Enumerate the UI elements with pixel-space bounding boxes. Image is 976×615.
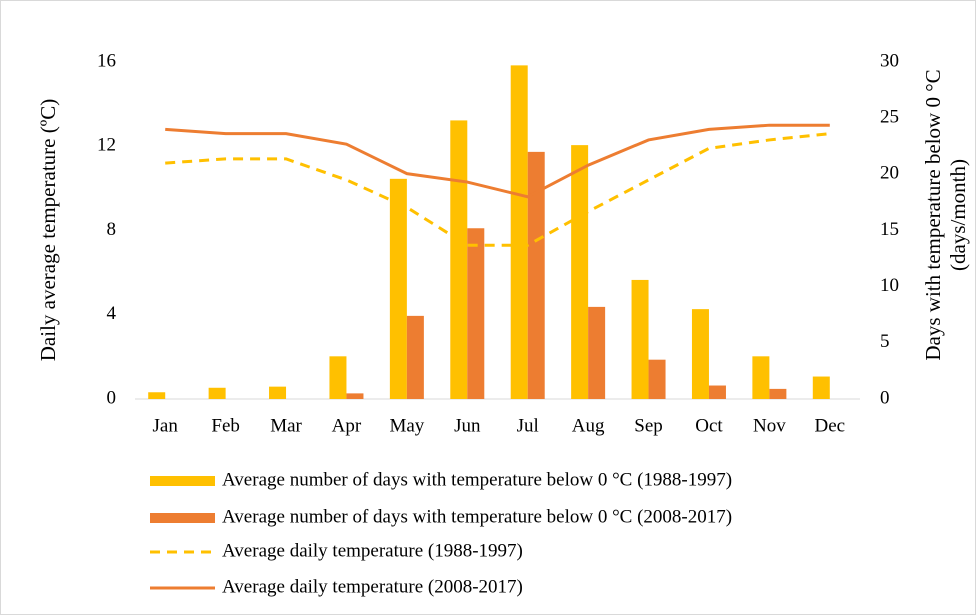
line-series (165, 123, 830, 199)
legend-swatch (150, 476, 215, 486)
y2-tick-label: 15 (880, 219, 899, 240)
x-tick-label: Sep (634, 415, 663, 436)
bar (631, 279, 649, 399)
y2-tick-label: 20 (880, 163, 899, 184)
bar (588, 306, 606, 399)
bar (752, 356, 770, 399)
legend-label: Average daily temperature (1988-1997) (222, 540, 523, 561)
y2-axis-label: (days/month) (946, 159, 970, 271)
bar (148, 392, 166, 399)
y2-tick-label: 0 (880, 387, 890, 408)
x-tick-label: Oct (695, 415, 723, 436)
x-tick-label: Apr (332, 415, 362, 436)
bar (691, 309, 709, 399)
x-tick-label: Jan (153, 415, 179, 436)
y2-tick-label: 5 (880, 331, 890, 352)
legend-label: Average number of days with temperature … (222, 506, 732, 527)
legend-label: Average number of days with temperature … (222, 469, 732, 490)
y-tick-label: 4 (107, 303, 117, 324)
bar (812, 376, 830, 399)
x-tick-label: Aug (572, 415, 605, 436)
x-tick-label: May (389, 415, 424, 436)
y-axis-label: Daily average temperature (ºC) (36, 99, 60, 361)
legend-swatch (150, 513, 215, 523)
y2-tick-label: 30 (880, 50, 899, 71)
bar (406, 315, 424, 399)
bar (467, 228, 485, 399)
x-tick-label: Nov (753, 415, 786, 436)
y-tick-label: 8 (107, 219, 117, 240)
y2-tick-label: 10 (880, 275, 899, 296)
bar (510, 65, 528, 400)
x-tick-label: Feb (211, 415, 240, 436)
y-tick-label: 16 (97, 50, 116, 71)
x-tick-label: Jul (517, 415, 539, 436)
bar (708, 385, 726, 399)
bar (389, 178, 407, 399)
x-tick-label: Mar (270, 415, 302, 436)
y-tick-label: 12 (97, 135, 116, 156)
legend-label: Average daily temperature (2008-2017) (222, 576, 523, 597)
y2-axis-label: Days with temperature below 0 °C (921, 69, 945, 360)
line-series (165, 132, 830, 247)
bar (269, 386, 287, 399)
x-tick-label: Jun (454, 415, 481, 436)
y2-tick-label: 25 (880, 107, 899, 128)
bar (208, 387, 226, 399)
bar (571, 145, 589, 399)
bar (648, 359, 666, 399)
bar (527, 151, 545, 399)
bar (329, 356, 347, 399)
x-tick-label: Dec (814, 415, 845, 436)
bar (450, 120, 468, 399)
bar (346, 393, 364, 399)
bar (769, 388, 787, 399)
y-tick-label: 0 (107, 387, 117, 408)
